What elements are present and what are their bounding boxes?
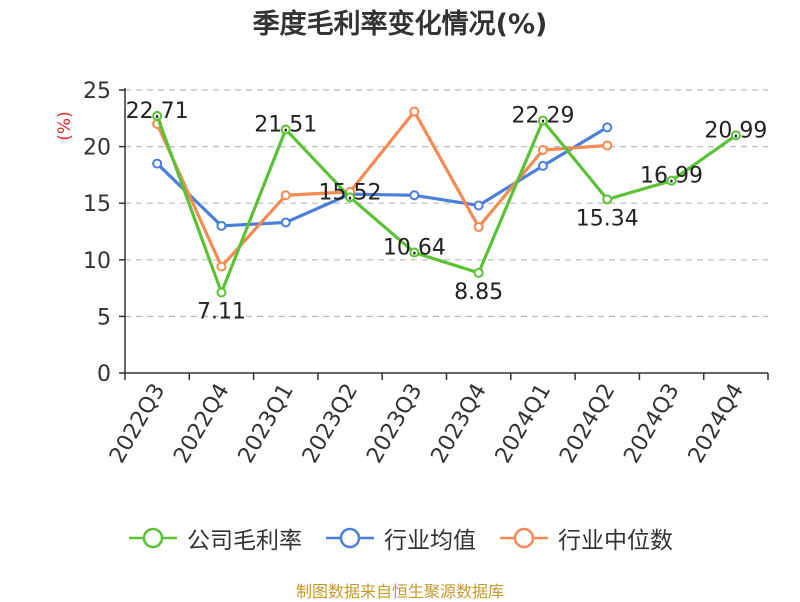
x-tick-label: 2022Q4 — [169, 380, 234, 468]
data-point — [602, 122, 613, 133]
x-tick-label: 2024Q1 — [491, 380, 556, 468]
legend-item: 行业均值 — [324, 521, 476, 555]
data-label: 22.71 — [126, 99, 189, 124]
data-point — [409, 190, 420, 201]
series-line — [155, 125, 609, 228]
legend-item: 行业中位数 — [498, 521, 673, 555]
source-note: 制图数据来自恒生聚源数据库 — [295, 582, 504, 601]
chart-title: 季度毛利率变化情况(%) — [252, 9, 548, 40]
data-point — [409, 247, 420, 258]
data-label: 8.85 — [454, 280, 503, 305]
x-tick-label: 2023Q1 — [234, 380, 299, 468]
data-point — [216, 261, 227, 272]
legend-label: 行业中位数 — [558, 528, 673, 554]
data-label: 15.34 — [576, 206, 639, 231]
legend-marker-icon — [129, 527, 177, 549]
legend-label: 公司毛利率 — [187, 528, 302, 554]
data-label: 21.51 — [254, 113, 317, 138]
data-point — [730, 130, 741, 141]
data-label: 22.29 — [511, 104, 574, 129]
legend-label: 行业均值 — [384, 528, 476, 554]
legend-item: 公司毛利率 — [127, 521, 302, 555]
data-point — [473, 267, 484, 278]
data-point — [666, 175, 677, 186]
data-point — [280, 124, 291, 135]
data-point — [152, 110, 163, 121]
data-point — [152, 158, 163, 169]
data-point — [537, 115, 548, 126]
data-label: 20.99 — [704, 118, 767, 143]
data-label: 15.52 — [319, 180, 382, 205]
x-tick-label: 2023Q4 — [427, 380, 492, 468]
data-point — [216, 220, 227, 231]
legend: 公司毛利率 行业均值 行业中位数 — [0, 518, 800, 558]
data-point — [473, 221, 484, 232]
data-label: 10.64 — [383, 236, 446, 261]
x-tick-label: 2024Q2 — [555, 380, 620, 468]
x-tick-label: 2024Q3 — [619, 380, 684, 468]
x-tick-label: 2023Q2 — [298, 380, 363, 468]
data-point — [409, 106, 420, 117]
y-tick-label: 20 — [83, 136, 111, 161]
series-line — [155, 114, 738, 295]
data-point — [602, 194, 613, 205]
data-label: 7.11 — [197, 300, 246, 325]
data-label: 16.99 — [640, 164, 703, 189]
x-tick-label: 2022Q3 — [105, 380, 170, 468]
y-tick-label: 10 — [83, 249, 111, 274]
x-tick-label: 2024Q4 — [684, 380, 749, 468]
data-point — [537, 160, 548, 171]
data-point — [473, 200, 484, 211]
y-tick-label: 25 — [83, 79, 111, 104]
x-tick-label: 2023Q3 — [362, 380, 427, 468]
y-axis-label: (%) — [55, 111, 75, 140]
y-tick-label: 15 — [83, 192, 111, 217]
legend-marker-icon — [326, 527, 374, 549]
data-point — [216, 287, 227, 298]
data-point — [280, 190, 291, 201]
data-point — [537, 144, 548, 155]
series-line — [155, 109, 609, 269]
data-point — [602, 140, 613, 151]
y-tick-label: 0 — [97, 362, 111, 387]
data-point — [280, 217, 291, 228]
data-point — [345, 192, 356, 203]
legend-marker-icon — [500, 527, 548, 549]
y-tick-label: 5 — [97, 305, 111, 330]
